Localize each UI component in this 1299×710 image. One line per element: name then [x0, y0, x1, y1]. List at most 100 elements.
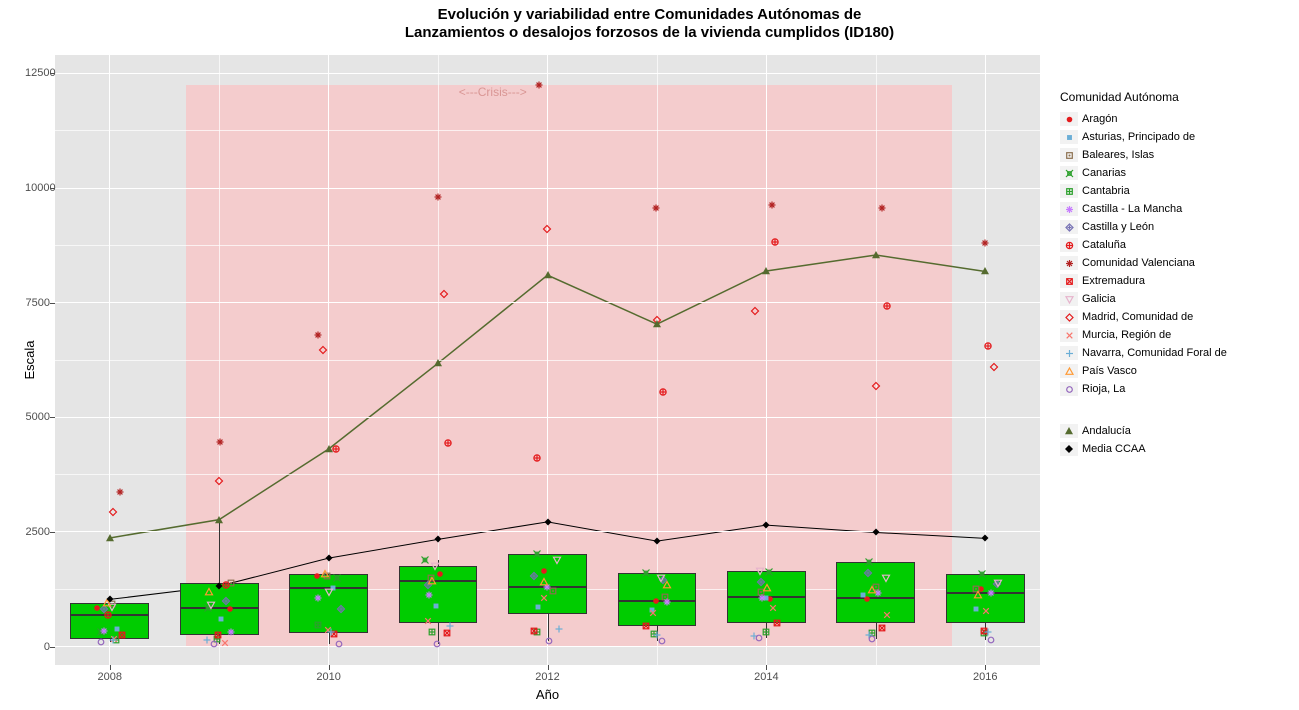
data-point	[866, 585, 877, 596]
legend-item: Extremadura	[1060, 272, 1227, 290]
data-point	[544, 636, 555, 647]
legend-item: Asturias, Principado de	[1060, 128, 1227, 146]
legend-item: Galicia	[1060, 290, 1227, 308]
data-point	[640, 621, 651, 632]
data-point	[552, 555, 563, 566]
data-point	[108, 507, 119, 518]
legend-label: Comunidad Valenciana	[1082, 257, 1195, 269]
data-point	[529, 626, 540, 637]
legend-label: Canarias	[1082, 167, 1126, 179]
data-point	[992, 578, 1003, 589]
data-point	[213, 475, 224, 486]
y-tick-label: 5000	[25, 411, 50, 423]
data-point	[772, 618, 783, 629]
legend-item-extra: Media CCAA	[1060, 440, 1227, 458]
data-point	[981, 605, 992, 616]
data-point	[221, 595, 232, 606]
legend-item: Madrid, Comunidad de	[1060, 308, 1227, 326]
data-point	[225, 626, 236, 637]
andalucia-marker	[651, 318, 663, 330]
x-tick-label: 2016	[973, 671, 997, 683]
data-point	[750, 306, 761, 317]
legend-label: País Vasco	[1082, 365, 1137, 377]
legend-label: Cataluña	[1082, 239, 1126, 251]
legend-item-extra: Andalucía	[1060, 422, 1227, 440]
data-point	[427, 626, 438, 637]
legend-items: AragónAsturias, Principado deBaleares, I…	[1060, 110, 1227, 398]
data-point	[538, 593, 549, 604]
andalucia-marker	[213, 514, 225, 526]
legend-label: Castilla y León	[1082, 221, 1154, 233]
data-point	[767, 602, 778, 613]
data-point	[319, 568, 330, 579]
legend-extras: AndalucíaMedia CCAA	[1060, 422, 1227, 458]
data-point	[650, 202, 661, 213]
data-point	[107, 634, 118, 645]
x-tick-label: 2010	[316, 671, 340, 683]
data-point	[95, 637, 106, 648]
data-point	[767, 199, 778, 210]
data-point	[661, 580, 672, 591]
data-point	[215, 436, 226, 447]
y-tick-label: 0	[25, 641, 50, 653]
x-tick-label: 2014	[754, 671, 778, 683]
media-marker	[214, 581, 225, 592]
data-point	[531, 452, 542, 463]
legend-label: Rioja, La	[1082, 383, 1125, 395]
legend-label: Extremadura	[1082, 275, 1145, 287]
legend-title: Comunidad Autónoma	[1060, 90, 1227, 104]
data-point	[531, 548, 542, 559]
y-axis-label: Escala	[22, 340, 37, 379]
legend-item: Comunidad Valenciana	[1060, 254, 1227, 272]
data-point	[982, 340, 993, 351]
data-point	[427, 576, 438, 587]
data-point	[880, 573, 891, 584]
data-point	[755, 565, 766, 576]
media-marker	[323, 553, 334, 564]
title-line-1: Evolución y variabilidad entre Comunidad…	[438, 6, 862, 23]
legend-label: Cantabria	[1082, 185, 1130, 197]
data-point	[331, 572, 342, 583]
data-point	[657, 635, 668, 646]
y-tick-label: 10000	[25, 182, 50, 194]
x-tick-label: 2008	[97, 671, 121, 683]
data-point	[657, 386, 668, 397]
data-point	[977, 568, 988, 579]
data-point	[442, 438, 453, 449]
data-point	[757, 593, 768, 604]
data-point	[770, 237, 781, 248]
media-marker	[433, 534, 444, 545]
legend-label: Madrid, Comunidad de	[1082, 311, 1193, 323]
legend-label: Castilla - La Mancha	[1082, 203, 1182, 215]
legend-item: Canarias	[1060, 164, 1227, 182]
data-point	[312, 592, 323, 603]
data-point	[312, 329, 323, 340]
legend-item: Baleares, Islas	[1060, 146, 1227, 164]
x-tick-label: 2012	[535, 671, 559, 683]
data-point	[205, 600, 216, 611]
media-marker	[651, 536, 662, 547]
data-point	[326, 627, 337, 638]
data-point	[445, 621, 456, 632]
data-point	[115, 486, 126, 497]
andalucia-marker	[542, 269, 554, 281]
legend-label: Murcia, Región de	[1082, 329, 1171, 341]
data-point	[422, 615, 433, 626]
legend-label: Baleares, Islas	[1082, 149, 1154, 161]
andalucia-marker	[432, 357, 444, 369]
data-point	[870, 381, 881, 392]
media-marker	[761, 520, 772, 531]
legend-item: Rioja, La	[1060, 380, 1227, 398]
data-point	[433, 192, 444, 203]
legend-item: Castilla y León	[1060, 218, 1227, 236]
andalucia-marker	[104, 532, 116, 544]
andalucia-marker	[979, 265, 991, 277]
media-marker	[542, 516, 553, 527]
data-point	[336, 603, 347, 614]
data-point	[640, 567, 651, 578]
legend-item: Castilla - La Mancha	[1060, 200, 1227, 218]
legend-item: País Vasco	[1060, 362, 1227, 380]
data-point	[662, 597, 673, 608]
title-line-2: Lanzamientos o desalojos forzosos de la …	[405, 24, 894, 41]
legend-label: Galicia	[1082, 293, 1116, 305]
